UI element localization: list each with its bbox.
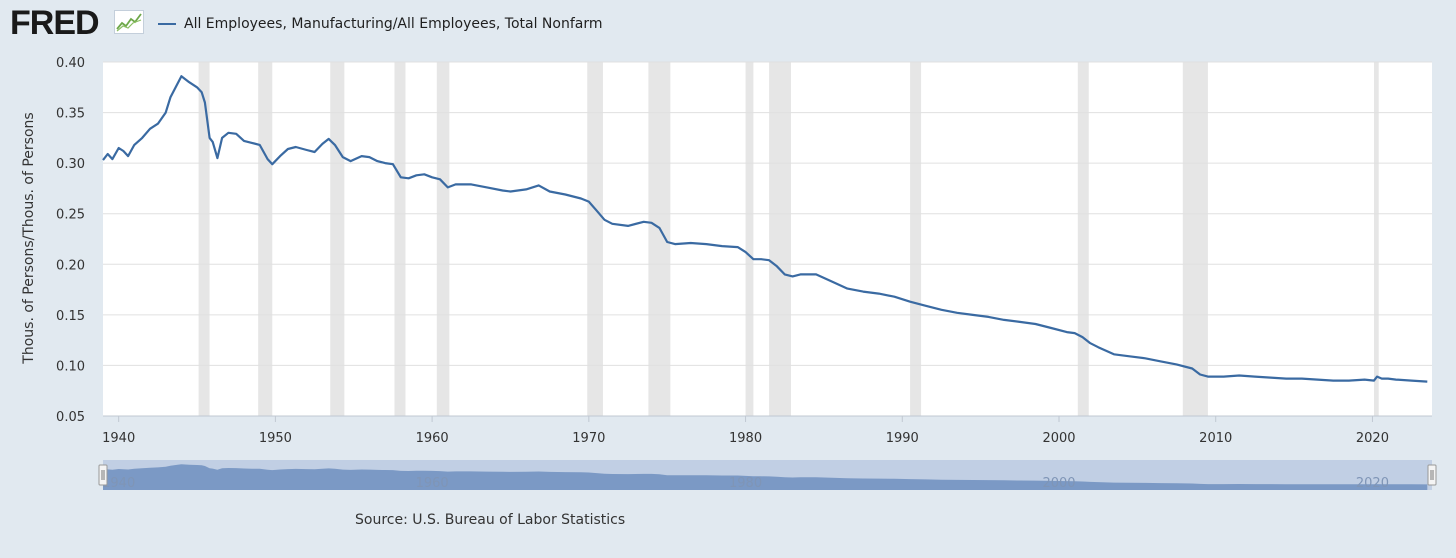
navigator-series-area [103, 464, 1428, 490]
x-tick-label: 1990 [886, 431, 919, 446]
recession-band [258, 62, 273, 416]
recession-band [1182, 62, 1208, 416]
plot-background [103, 62, 1432, 416]
recession-band [198, 62, 210, 416]
fred-logo[interactable]: FRED [10, 4, 100, 42]
x-tick-label: 2010 [1199, 431, 1232, 446]
series-line[interactable] [102, 75, 1428, 383]
recession-band [436, 62, 450, 416]
y-axis-title: Thous. of Persons/Thous. of Persons [21, 112, 37, 364]
recession-band [587, 62, 603, 416]
legend-series-name[interactable]: All Employees, Manufacturing/All Employe… [184, 16, 603, 32]
y-tick-label: 0.30 [56, 157, 85, 172]
y-tick-label: 0.25 [56, 208, 85, 223]
recession-band [1077, 62, 1089, 416]
x-axis: 1940 1950 1960 1970 1980 1990 2000 2010 2020 [102, 415, 1432, 446]
recession-band [648, 62, 671, 416]
plot-area [102, 61, 1432, 417]
navigator-label: 1940 [102, 476, 135, 491]
x-tick-label: 1970 [572, 431, 605, 446]
y-axis: 0.05 0.10 0.15 0.20 0.25 0.30 0.35 0.40 [56, 56, 85, 425]
x-tick-label: 1950 [259, 431, 292, 446]
navigator-label: 1960 [416, 476, 449, 491]
recession-band [745, 62, 754, 416]
navigator-label: 2020 [1356, 476, 1389, 491]
y-tick-label: 0.15 [56, 309, 85, 324]
x-tick-label: 1960 [416, 431, 449, 446]
recession-band [1374, 62, 1379, 416]
navigator-label: 2000 [1042, 476, 1075, 491]
legend-swatch [158, 23, 176, 25]
recession-band [910, 62, 922, 416]
y-tick-label: 0.10 [56, 359, 85, 374]
range-navigator[interactable]: 1940 1960 1980 2000 2020 [98, 460, 1437, 491]
x-tick-label: 2020 [1356, 431, 1389, 446]
navigator-label: 1980 [729, 476, 762, 491]
y-tick-label: 0.05 [56, 410, 85, 425]
y-tick-label: 0.35 [56, 107, 85, 122]
fred-trend-icon [114, 10, 144, 34]
series-layer [102, 75, 1428, 383]
x-tick-label: 1940 [102, 431, 135, 446]
y-tick-label: 0.20 [56, 258, 85, 273]
handle-grip[interactable] [1427, 464, 1437, 486]
chart-legend: All Employees, Manufacturing/All Employe… [158, 14, 602, 34]
grid-lines [103, 61, 1432, 417]
navigator-labels: 1940 1960 1980 2000 2020 [102, 476, 1389, 491]
source-note: Source: U.S. Bureau of Labor Statistics [355, 512, 626, 528]
handle-grip[interactable] [98, 464, 108, 486]
chart-header: FRED All Employees, Manufacturing/All Em… [0, 0, 1456, 50]
x-tick-label: 1980 [729, 431, 762, 446]
navigator-right-handle[interactable] [1427, 464, 1437, 486]
x-tick-label: 2000 [1042, 431, 1075, 446]
navigator-left-handle[interactable] [98, 464, 108, 486]
y-tick-label: 0.40 [56, 56, 85, 71]
recession-band [394, 62, 406, 416]
recession-band [769, 62, 792, 416]
recession-band [330, 62, 345, 416]
recession-bands [198, 62, 1379, 416]
